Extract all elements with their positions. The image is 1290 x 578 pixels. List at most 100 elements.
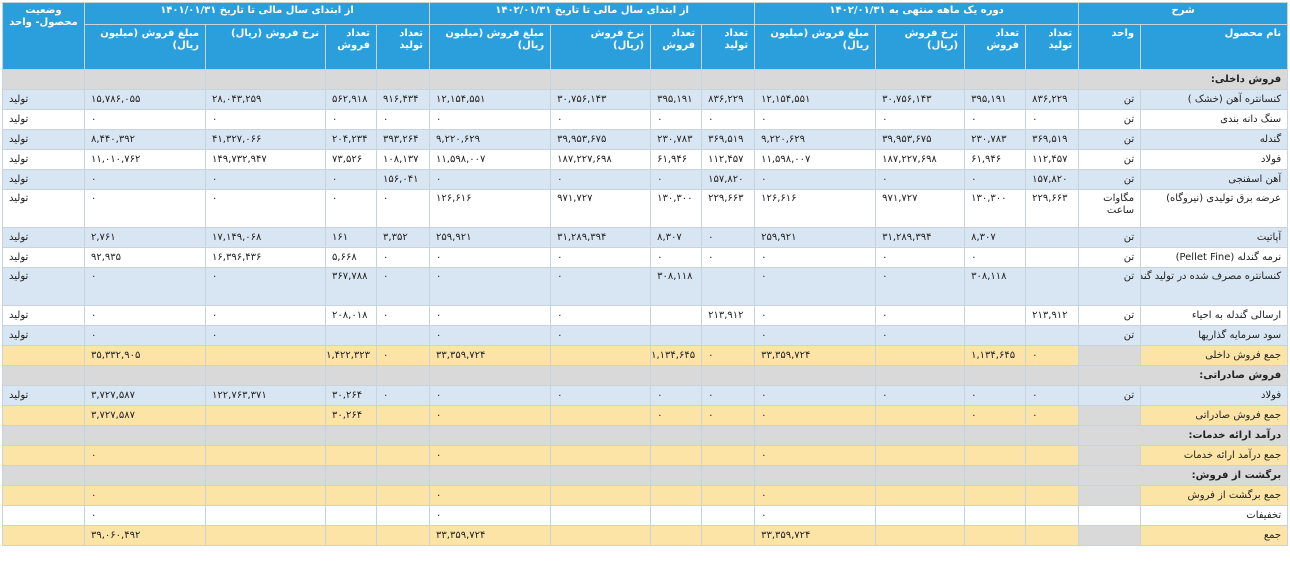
month-sales-rate-cell	[875, 365, 966, 386]
month-sales-rate-cell	[875, 425, 966, 446]
row-status	[2, 365, 85, 386]
ytd-sales-count-cell: ۸,۳۰۷	[650, 227, 703, 248]
month-sales-rate-cell	[875, 345, 966, 366]
prev-sales-count-cell	[325, 505, 378, 526]
row-unit	[1078, 405, 1142, 426]
prev-sales-count-cell: ۵۶۲,۹۱۸	[325, 89, 378, 110]
prev-sales-amount-cell: ۳۵,۳۳۲,۹۰۵	[83, 345, 207, 366]
prev-sales-count-cell: ۲۰۸,۰۱۸	[325, 305, 378, 326]
prev-sales-rate-cell: ۱۲۲,۷۶۳,۳۷۱	[205, 385, 327, 406]
header-p-production: تعداد تولید	[376, 24, 431, 70]
prev-sales-amount-cell: ۹۲,۹۳۵	[83, 247, 207, 268]
table-row: فروش صادراتی:	[2, 365, 1289, 386]
prev-sales-amount-cell: ۰	[83, 169, 207, 190]
month-sales-amount-cell: ۰	[754, 505, 877, 526]
ytd-sales-rate-cell: ۱۸۷,۲۲۷,۶۹۸	[550, 149, 652, 170]
month-production-cell: ۱۱۲,۴۵۷	[1025, 149, 1080, 170]
ytd-sales-rate-cell: ۳۹,۹۵۳,۶۷۵	[550, 129, 652, 150]
month-sales-amount-cell: ۰	[754, 247, 877, 268]
month-sales-amount-cell	[754, 425, 877, 446]
ytd-sales-count-cell	[650, 525, 703, 546]
row-name: جمع	[1140, 525, 1289, 546]
prev-production-cell: ۰	[376, 305, 431, 326]
row-status: تولید	[2, 89, 85, 110]
ytd-sales-count-cell	[650, 485, 703, 506]
prev-production-cell: ۹۱۶,۴۳۴	[376, 89, 431, 110]
sales-report-table: شرح دوره یک ماهه منتهی به ۱۴۰۲/۰۱/۳۱ از …	[2, 2, 1289, 546]
ytd-production-cell: ۱۵۷,۸۲۰	[701, 169, 756, 190]
section-title: برگشت از فروش:	[1078, 465, 1289, 486]
month-sales-rate-cell	[875, 505, 966, 526]
month-production-cell	[1025, 69, 1080, 90]
month-sales-amount-cell	[754, 465, 877, 486]
prev-production-cell: ۰	[376, 267, 431, 306]
month-sales-rate-cell	[875, 465, 966, 486]
month-sales-count-cell	[964, 69, 1027, 90]
month-sales-count-cell: ۲۳۰,۷۸۳	[964, 129, 1027, 150]
month-sales-rate-cell: ۰	[875, 385, 966, 406]
prev-sales-count-cell	[325, 425, 378, 446]
prev-production-cell	[376, 485, 431, 506]
ytd-sales-rate-cell	[550, 505, 652, 526]
ytd-sales-count-cell	[650, 305, 703, 326]
ytd-sales-amount-cell: ۱۲۶,۶۱۶	[429, 189, 552, 228]
header-unit: واحد	[1078, 24, 1142, 70]
prev-sales-rate-cell: ۱۶,۳۹۶,۴۳۶	[205, 247, 327, 268]
prev-sales-count-cell	[325, 525, 378, 546]
section-title: فروش صادراتی:	[1078, 365, 1289, 386]
prev-sales-count-cell: ۳۶۷,۷۸۸	[325, 267, 378, 306]
row-status: تولید	[2, 227, 85, 248]
prev-production-cell	[376, 465, 431, 486]
row-name: کنسانتره آهن (خشک )	[1140, 89, 1289, 110]
ytd-sales-rate-cell	[550, 425, 652, 446]
prev-production-cell	[376, 405, 431, 426]
prev-production-cell	[376, 505, 431, 526]
table-row: جمع ۳۳,۳۵۹,۷۲۴ ۳۳,۳۵۹,۷۲۴ ۳۹,۰۶۰,۴۹۲	[2, 525, 1289, 546]
month-production-cell	[1025, 445, 1080, 466]
ytd-sales-count-cell: ۶۱,۹۴۶	[650, 149, 703, 170]
header-m-sales-count: تعداد فروش	[964, 24, 1027, 70]
ytd-production-cell: ۱۱۲,۴۵۷	[701, 149, 756, 170]
row-status: تولید	[2, 149, 85, 170]
header-sharh: شرح	[1078, 2, 1289, 25]
prev-production-cell	[376, 425, 431, 446]
month-sales-rate-cell: ۰	[875, 109, 966, 130]
prev-sales-rate-cell: ۰	[205, 189, 327, 228]
prev-sales-rate-cell: ۰	[205, 305, 327, 326]
ytd-sales-amount-cell	[429, 465, 552, 486]
prev-sales-amount-cell: ۰	[83, 485, 207, 506]
month-sales-amount-cell: ۰	[754, 385, 877, 406]
prev-production-cell: ۳۹۳,۲۶۴	[376, 129, 431, 150]
table-row: کنسانتره مصرف شده در تولید گندله تن ۳۰۸,۱۱…	[2, 267, 1289, 306]
ytd-sales-rate-cell: ۰	[550, 325, 652, 346]
prev-production-cell: ۰	[376, 189, 431, 228]
ytd-production-cell	[701, 465, 756, 486]
ytd-production-cell: ۸۳۶,۲۲۹	[701, 89, 756, 110]
section-title: درآمد ارائه خدمات:	[1078, 425, 1289, 446]
row-status	[2, 505, 85, 526]
prev-sales-count-cell: ۳۰,۲۶۴	[325, 405, 378, 426]
prev-sales-count-cell: ۰	[325, 169, 378, 190]
ytd-production-cell	[701, 325, 756, 346]
ytd-sales-count-cell	[650, 69, 703, 90]
prev-sales-amount-cell: ۸,۴۴۰,۳۹۲	[83, 129, 207, 150]
ytd-sales-count-cell: ۳۹۵,۱۹۱	[650, 89, 703, 110]
table-row: فولاد تن ۰ ۰ ۰ ۰ ۰ ۰ ۰ ۰ ۰ ۳۰,۲۶۴ ۱۲۲,۷۶۳,۳۷۱ ۳,۷۲۷,۵…	[2, 385, 1289, 406]
prev-sales-rate-cell	[205, 365, 327, 386]
month-sales-amount-cell: ۰	[754, 325, 877, 346]
prev-sales-count-cell: ۱,۴۲۲,۳۲۳	[325, 345, 378, 366]
prev-sales-count-cell: ۰	[325, 109, 378, 130]
prev-sales-rate-cell	[205, 465, 327, 486]
row-name: ارسالی گندله به احیاء	[1140, 305, 1289, 326]
ytd-sales-count-cell: ۳۰۸,۱۱۸	[650, 267, 703, 306]
row-unit: تن	[1078, 227, 1142, 248]
prev-sales-rate-cell: ۰	[205, 169, 327, 190]
row-status	[2, 465, 85, 486]
month-sales-amount-cell: ۱۱,۵۹۸,۰۰۷	[754, 149, 877, 170]
month-production-cell: ۰	[1025, 385, 1080, 406]
ytd-sales-count-cell: ۱۳۰,۳۰۰	[650, 189, 703, 228]
month-sales-count-cell: ۶۱,۹۴۶	[964, 149, 1027, 170]
month-production-cell: ۳۶۹,۵۱۹	[1025, 129, 1080, 150]
month-sales-amount-cell: ۳۳,۳۵۹,۷۲۴	[754, 525, 877, 546]
ytd-sales-amount-cell: ۰	[429, 247, 552, 268]
